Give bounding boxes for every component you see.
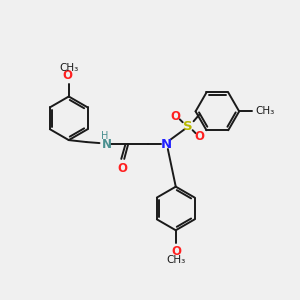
Text: CH₃: CH₃ <box>59 63 78 73</box>
Text: N: N <box>101 138 111 151</box>
Text: CH₃: CH₃ <box>255 106 274 116</box>
Text: S: S <box>183 120 193 133</box>
Text: CH₃: CH₃ <box>166 255 185 265</box>
Text: O: O <box>171 110 181 123</box>
Text: N: N <box>160 138 171 151</box>
Text: O: O <box>63 69 73 82</box>
Text: O: O <box>194 130 205 142</box>
Text: O: O <box>117 162 127 175</box>
Text: O: O <box>172 245 182 258</box>
Text: H: H <box>101 131 108 141</box>
